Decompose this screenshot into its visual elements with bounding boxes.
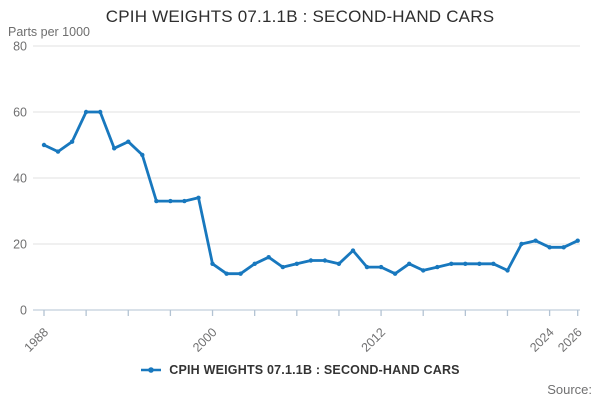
data-point bbox=[547, 245, 552, 250]
series-line-icon bbox=[141, 367, 162, 373]
data-point bbox=[533, 238, 538, 243]
data-point bbox=[575, 238, 580, 243]
data-point bbox=[224, 271, 229, 276]
data-point bbox=[378, 264, 384, 270]
data-point bbox=[519, 241, 524, 247]
data-point bbox=[55, 149, 61, 154]
data-point bbox=[41, 142, 47, 148]
data-point bbox=[336, 261, 342, 266]
x-tick-label: 2000 bbox=[190, 325, 220, 355]
data-point bbox=[364, 264, 370, 270]
data-point bbox=[266, 255, 271, 260]
x-tick-label: 1988 bbox=[22, 325, 52, 355]
y-tick-label: 80 bbox=[13, 40, 27, 54]
data-point bbox=[491, 261, 496, 266]
y-tick-label: 60 bbox=[13, 106, 27, 120]
y-axis-units-label: Parts per 1000 bbox=[8, 25, 90, 39]
legend: CPIH WEIGHTS 07.1.1B : SECOND-HAND CARS bbox=[0, 363, 600, 377]
data-point bbox=[69, 139, 75, 144]
data-point bbox=[83, 109, 89, 115]
data-point bbox=[561, 245, 566, 250]
data-point bbox=[182, 198, 187, 204]
y-tick-label: 0 bbox=[20, 304, 27, 318]
data-point bbox=[252, 261, 257, 266]
data-point bbox=[168, 198, 173, 204]
x-tick-label: 2012 bbox=[359, 325, 389, 355]
data-point bbox=[392, 271, 398, 276]
data-point bbox=[435, 264, 440, 270]
data-point bbox=[477, 261, 482, 266]
legend-series-label: CPIH WEIGHTS 07.1.1B : SECOND-HAND CARS bbox=[169, 363, 460, 377]
data-point bbox=[238, 271, 243, 276]
y-tick-label: 20 bbox=[13, 238, 27, 252]
data-point bbox=[322, 258, 328, 263]
chart-title: CPIH WEIGHTS 07.1.1B : SECOND-HAND CARS bbox=[105, 7, 495, 26]
data-point bbox=[140, 152, 145, 158]
data-point bbox=[294, 261, 299, 266]
data-point bbox=[505, 268, 510, 273]
data-point bbox=[463, 261, 468, 266]
data-point bbox=[154, 198, 159, 204]
data-point bbox=[350, 248, 356, 253]
data-point bbox=[421, 268, 426, 273]
data-point bbox=[196, 195, 201, 200]
data-point bbox=[308, 258, 314, 263]
data-point bbox=[449, 261, 454, 266]
data-point bbox=[126, 139, 131, 144]
data-point bbox=[407, 261, 412, 266]
x-tick-label: 2024 bbox=[527, 325, 557, 355]
source-label: Source: bbox=[547, 382, 592, 397]
data-point bbox=[280, 264, 285, 270]
x-tick-label: 2026 bbox=[555, 325, 585, 355]
data-series-line bbox=[42, 110, 580, 276]
data-point bbox=[112, 146, 117, 151]
data-point bbox=[98, 109, 103, 115]
data-point bbox=[210, 261, 215, 266]
y-tick-label: 40 bbox=[13, 172, 27, 186]
